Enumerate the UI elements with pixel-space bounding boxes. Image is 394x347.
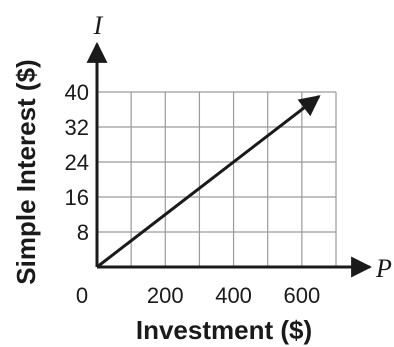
series-layer — [96, 95, 321, 269]
series-line-0 — [96, 95, 321, 269]
y-tick-label: 32 — [65, 115, 89, 140]
x-tick-label: 400 — [215, 283, 252, 308]
tick-labels: 200 400 600 8 16 24 32 40 — [65, 80, 321, 308]
y-tick-label: 40 — [65, 80, 89, 105]
origin-label: 0 — [76, 283, 88, 308]
axes — [86, 41, 373, 278]
grid — [96, 91, 337, 268]
x-tick-label: 600 — [283, 283, 320, 308]
y-variable-label: I — [93, 11, 104, 40]
x-axis-title: Investment ($) — [136, 315, 312, 345]
x-variable-label: P — [375, 254, 392, 283]
y-axis-title: Simple Interest ($) — [11, 59, 41, 284]
y-tick-label: 16 — [65, 185, 89, 210]
y-tick-label: 8 — [77, 220, 89, 245]
x-tick-label: 200 — [147, 283, 184, 308]
y-tick-label: 24 — [65, 150, 89, 175]
